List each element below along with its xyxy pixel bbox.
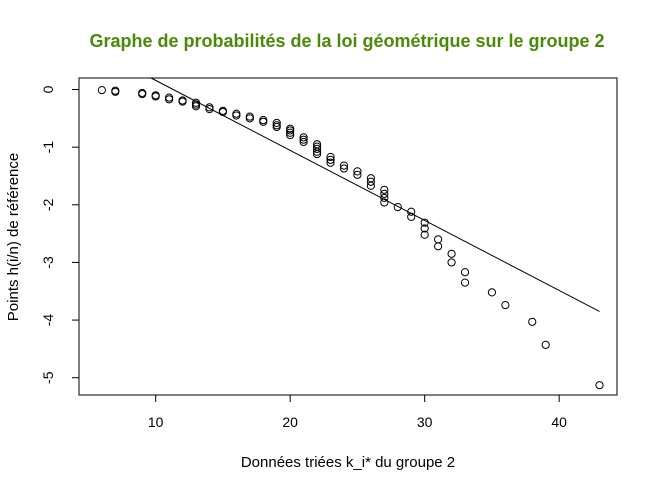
x-tick-label: 40	[551, 414, 567, 430]
data-point	[380, 189, 389, 198]
data-point	[353, 167, 362, 176]
data-point	[245, 114, 254, 123]
data-point	[151, 92, 160, 101]
data-point	[339, 164, 349, 173]
data-point	[326, 152, 335, 162]
data-point	[326, 158, 335, 167]
data-point	[420, 224, 429, 233]
data-point	[407, 212, 416, 222]
y-tick-label: -3	[40, 256, 56, 269]
plot-area-frame	[78, 77, 618, 396]
data-point	[138, 90, 147, 99]
data-point	[218, 107, 228, 117]
data-point	[259, 115, 268, 125]
data-point	[380, 198, 389, 207]
data-point	[380, 185, 389, 194]
data-point	[286, 126, 295, 135]
data-point	[420, 218, 429, 227]
data-point	[191, 100, 201, 109]
y-tick-label: -5	[40, 371, 56, 384]
reference-line	[150, 77, 600, 312]
data-point	[420, 230, 429, 239]
data-point	[312, 144, 322, 153]
data-point	[501, 300, 510, 310]
y-tick-label: -1	[40, 141, 56, 154]
x-tick-label: 20	[282, 414, 298, 430]
data-points	[97, 86, 604, 390]
data-point	[299, 135, 308, 144]
data-point	[353, 170, 362, 179]
data-point	[595, 381, 604, 390]
data-point	[326, 155, 335, 164]
x-tick-label: 30	[417, 414, 433, 430]
data-point	[232, 109, 241, 118]
data-point	[528, 317, 537, 326]
data-point	[460, 268, 470, 277]
data-point	[259, 117, 268, 126]
data-point	[541, 340, 550, 349]
data-point	[286, 130, 295, 140]
data-point	[245, 112, 254, 121]
x-axis: 10 20 30 40	[148, 395, 567, 430]
data-point	[312, 147, 322, 156]
data-point	[191, 102, 201, 111]
chart-title: Graphe de probabilités de la loi géométr…	[89, 31, 604, 51]
x-tick-label: 10	[148, 414, 164, 430]
y-tick-label: -4	[40, 314, 56, 327]
data-point	[447, 249, 456, 258]
data-point	[393, 203, 402, 212]
data-point	[286, 128, 295, 137]
data-point	[339, 161, 349, 170]
data-point	[299, 137, 308, 147]
data-point	[272, 118, 281, 128]
data-point	[366, 181, 375, 190]
data-point	[232, 111, 241, 120]
data-point	[97, 86, 106, 95]
data-point	[434, 235, 443, 244]
y-axis-label: Points h(i/n) de référence	[5, 153, 22, 321]
data-point	[205, 105, 214, 114]
fit-line	[150, 77, 600, 312]
y-axis: 0 -1 -2 -3 -4 -5	[40, 85, 79, 384]
y-tick-label: 0	[40, 85, 56, 93]
data-point	[111, 87, 120, 96]
data-point	[165, 93, 174, 102]
data-point	[299, 133, 308, 142]
data-point	[487, 288, 497, 297]
data-point	[178, 97, 187, 106]
data-point	[272, 122, 281, 132]
data-point	[447, 258, 456, 267]
data-point	[165, 95, 174, 104]
data-point	[380, 193, 389, 202]
data-point	[434, 242, 443, 251]
data-point	[312, 149, 322, 159]
data-point	[460, 278, 470, 287]
data-point	[366, 177, 375, 186]
y-tick-label: -2	[40, 198, 56, 211]
x-axis-label: Données triées k_i* du groupe 2	[241, 454, 455, 471]
data-point	[407, 207, 416, 216]
